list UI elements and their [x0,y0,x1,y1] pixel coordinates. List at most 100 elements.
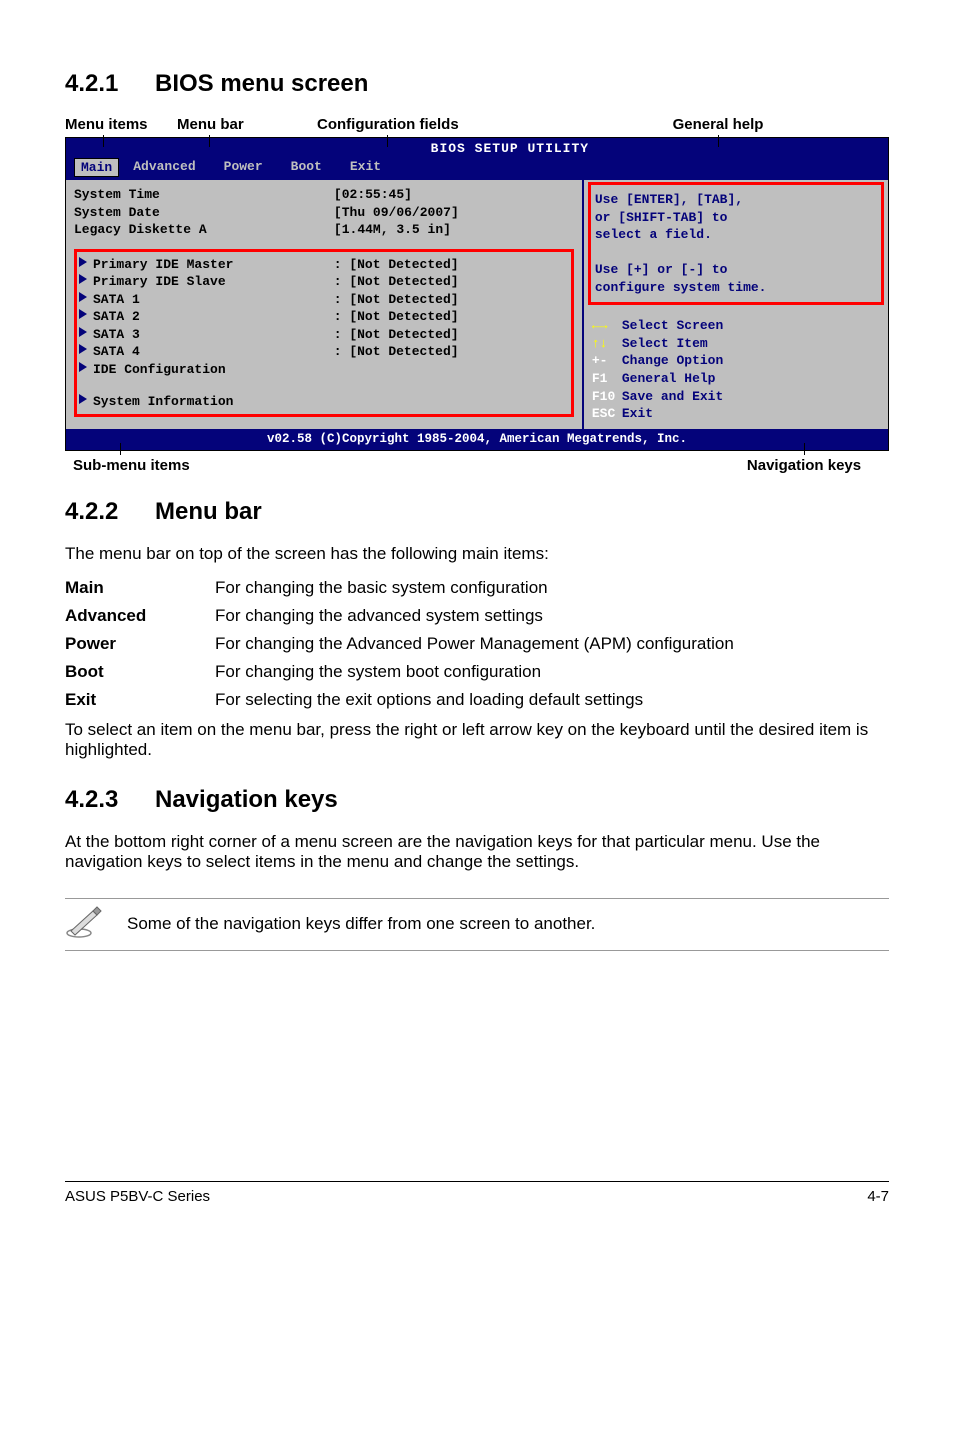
callout-menu-items: Menu items [65,116,148,133]
submenu-arrow-icon [79,292,87,302]
item-val: For selecting the exit options and loadi… [215,686,889,714]
submenu-arrow-icon [79,309,87,319]
item-val: For changing the system boot configurati… [215,658,889,686]
navkey-sym: ESC [592,405,622,423]
bios-tab-main[interactable]: Main [74,158,119,178]
table-row: PowerFor changing the Advanced Power Man… [65,630,889,658]
section-heading-menubar: 4.2.2Menu bar [65,498,889,526]
note-box: Some of the navigation keys differ from … [65,898,889,951]
bios-help-box: Use [ENTER], [TAB], or [SHIFT-TAB] to se… [588,182,884,305]
navkey-txt: Change Option [622,352,723,370]
bios-sub-value: [Not Detected] [349,309,458,324]
pen-note-icon [65,905,109,944]
section-number: 4.2.2 [65,498,155,526]
bios-value[interactable]: [02:55:45] [334,186,574,204]
section-number: 4.2.3 [65,786,155,814]
footer-left: ASUS P5BV-C Series [65,1188,210,1205]
help-line: configure system time. [595,279,877,297]
bios-sub-label[interactable]: SATA 4 [93,344,140,359]
bios-sub-value: [Not Detected] [349,257,458,272]
item-key: Power [65,630,215,658]
table-row: AdvancedFor changing the advanced system… [65,602,889,630]
item-key: Advanced [65,602,215,630]
bios-label: System Date [74,204,334,222]
bios-footer: v02.58 (C)Copyright 1985-2004, American … [66,429,888,450]
submenu-arrow-icon [79,362,87,372]
bios-sub-label[interactable]: Primary IDE Master [93,257,233,272]
section-number: 4.2.1 [65,70,155,98]
item-val: For changing the Advanced Power Manageme… [215,630,889,658]
bios-sub-value: [Not Detected] [349,344,458,359]
table-row: ExitFor selecting the exit options and l… [65,686,889,714]
item-key: Main [65,574,215,602]
section-heading-bios: 4.2.1BIOS menu screen [65,70,889,98]
bios-value[interactable]: [1.44M, 3.5 in] [334,221,574,239]
help-line: or [SHIFT-TAB] to [595,209,877,227]
bios-menubar: Main Advanced Power Boot Exit [66,158,888,181]
bios-label: System Time [74,186,334,204]
submenu-arrow-icon [79,274,87,284]
menubar-post-text: To select an item on the menu bar, press… [65,720,889,760]
item-key: Exit [65,686,215,714]
bios-value[interactable]: [Thu 09/06/2007] [334,204,574,222]
navkey-txt: Select Item [622,335,708,353]
help-line: Use [ENTER], [TAB], [595,191,877,209]
navkey-sym: ←→ [592,317,622,335]
callout-navigation-keys: Navigation keys [747,457,861,474]
bios-sub-label[interactable]: SATA 3 [93,327,140,342]
bios-sub-value: [Not Detected] [349,274,458,289]
help-line: Use [+] or [-] to [595,261,877,279]
bios-title: BIOS SETUP UTILITY [378,140,641,158]
submenu-arrow-icon [79,327,87,337]
page-footer: ASUS P5BV-C Series 4-7 [65,1181,889,1205]
bios-sub-label[interactable]: SATA 2 [93,309,140,324]
section-title: BIOS menu screen [155,70,368,97]
navkey-txt: Exit [622,405,653,423]
navkey-sym: +- [592,352,622,370]
callout-submenu-items: Sub-menu items [73,457,190,474]
navkey-txt: Save and Exit [622,388,723,406]
bios-sub-value: [Not Detected] [349,292,458,307]
bios-tab-exit[interactable]: Exit [336,158,395,178]
submenu-arrow-icon [79,344,87,354]
bios-tab-advanced[interactable]: Advanced [119,158,209,178]
bios-left-pane: System Time[02:55:45] System Date[Thu 09… [66,180,584,429]
navkey-sym: ↑↓ [592,335,622,353]
bios-sub-label[interactable]: IDE Configuration [93,362,226,377]
menubar-intro: The menu bar on top of the screen has th… [65,544,889,564]
item-val: For changing the advanced system setting… [215,602,889,630]
bios-tab-boot[interactable]: Boot [277,158,336,178]
note-text: Some of the navigation keys differ from … [127,914,595,934]
submenu-arrow-icon [79,257,87,267]
submenu-arrow-icon [79,394,87,404]
callout-general-help: General help [673,116,764,133]
bios-navkeys: ←→Select Screen ↑↓Select Item +-Change O… [592,317,880,422]
bios-submenu-box: Primary IDE Master: [Not Detected] Prima… [74,249,574,417]
navkey-txt: General Help [622,370,716,388]
help-line: select a field. [595,226,877,244]
item-val: For changing the basic system configurat… [215,574,889,602]
bios-label: Legacy Diskette A [74,221,334,239]
bios-sub-value: [Not Detected] [349,327,458,342]
callout-config-fields: Configuration fields [317,116,459,133]
table-row: BootFor changing the system boot configu… [65,658,889,686]
bottom-callouts: Sub-menu items Navigation keys [65,457,889,474]
navkey-txt: Select Screen [622,317,723,335]
bios-right-pane: Use [ENTER], [TAB], or [SHIFT-TAB] to se… [584,180,888,429]
section-heading-navkeys: 4.2.3Navigation keys [65,786,889,814]
footer-right: 4-7 [867,1188,889,1205]
callout-menu-bar: Menu bar [177,116,244,133]
item-key: Boot [65,658,215,686]
section-title: Navigation keys [155,786,338,813]
bios-sub-label[interactable]: SATA 1 [93,292,140,307]
bios-sub-label[interactable]: System Information [93,394,233,409]
section-title: Menu bar [155,498,262,525]
bios-sub-label[interactable]: Primary IDE Slave [93,274,226,289]
navkey-sym: F1 [592,370,622,388]
bios-tab-power[interactable]: Power [210,158,277,178]
top-callouts: Menu items Menu bar Configuration fields… [65,116,889,133]
menubar-items-table: MainFor changing the basic system config… [65,574,889,714]
bios-screenshot: BIOS SETUP UTILITY Main Advanced Power B… [65,137,889,451]
navkeys-text: At the bottom right corner of a menu scr… [65,832,889,872]
table-row: MainFor changing the basic system config… [65,574,889,602]
